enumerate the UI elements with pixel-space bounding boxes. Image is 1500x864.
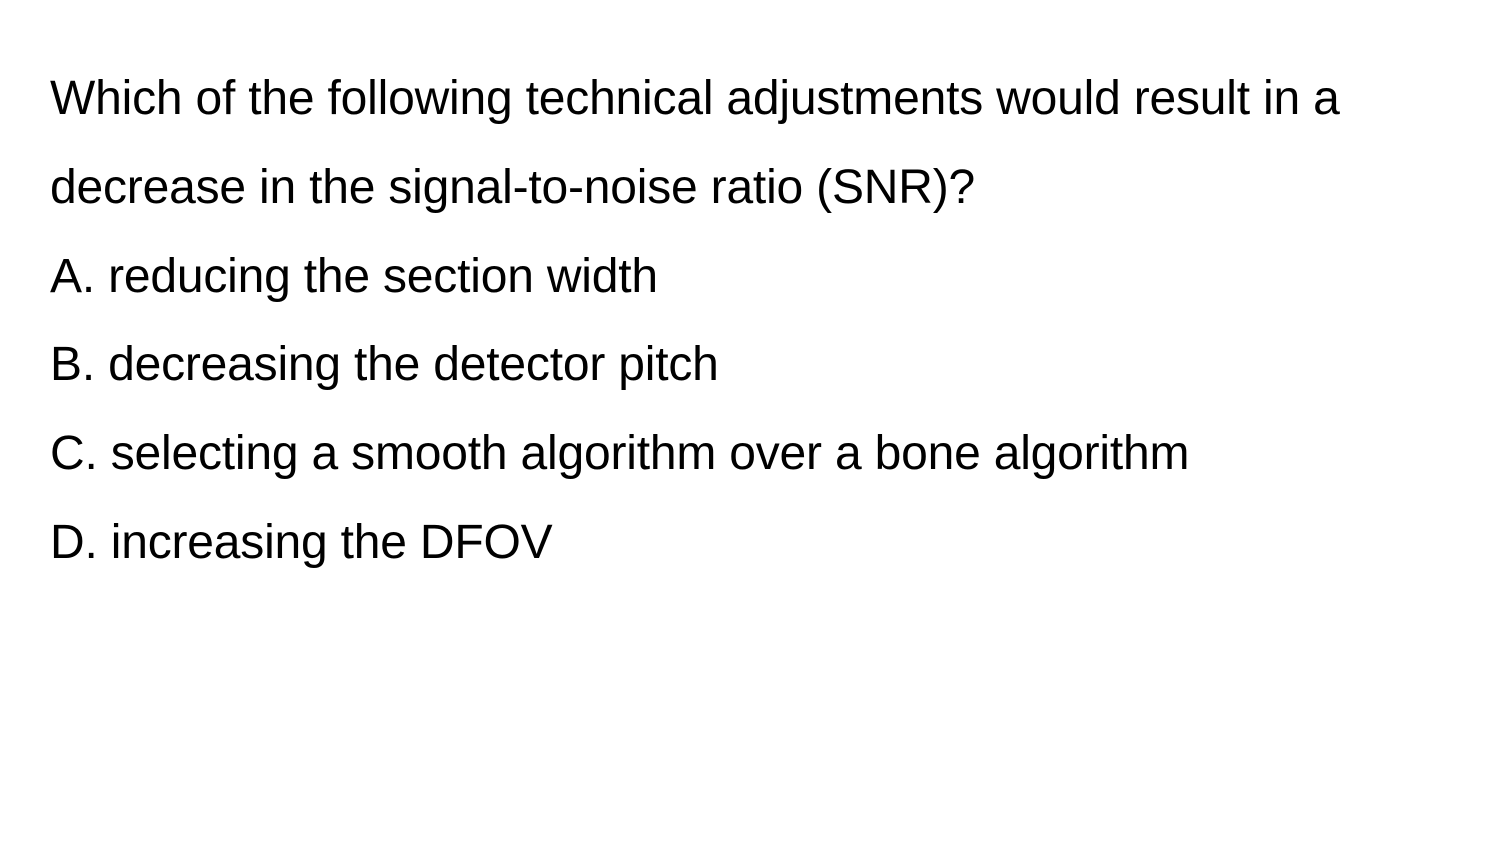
document-page: Which of the following technical adjustm…	[0, 0, 1500, 588]
option-d: D. increasing the DFOV	[50, 499, 1450, 588]
option-c: C. selecting a smooth algorithm over a b…	[50, 410, 1450, 499]
answer-options: A. reducing the section width B. decreas…	[50, 233, 1450, 588]
option-b: B. decreasing the detector pitch	[50, 321, 1450, 410]
question-text: Which of the following technical adjustm…	[50, 55, 1450, 233]
option-a: A. reducing the section width	[50, 233, 1450, 322]
